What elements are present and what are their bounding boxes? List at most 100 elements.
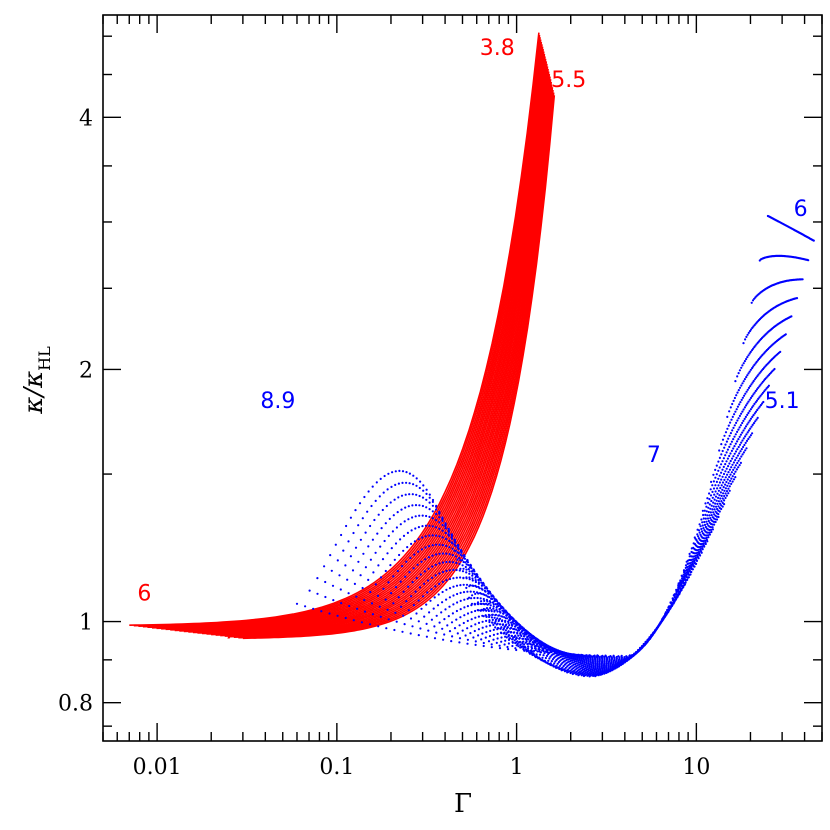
blue-dot — [474, 640, 477, 643]
blue-dot — [733, 413, 736, 416]
blue-dot — [652, 631, 655, 634]
blue-dot — [549, 655, 552, 658]
blue-dot — [450, 640, 453, 643]
blue-dot — [485, 594, 488, 597]
blue-dot — [512, 631, 515, 634]
blue-dot — [720, 443, 723, 446]
blue-dot — [730, 466, 733, 469]
blue-dot — [443, 618, 446, 621]
blue-dot — [458, 556, 461, 560]
blue-dot — [720, 494, 723, 497]
blue-dot — [379, 576, 383, 579]
blue-dot — [452, 585, 455, 588]
blue-dot — [374, 499, 377, 502]
blue-dot — [730, 471, 734, 474]
blue-dot — [751, 299, 755, 302]
blue-dot — [471, 577, 474, 580]
blue-dot — [485, 625, 488, 628]
blue-dot — [507, 648, 510, 651]
curve-annotation: 7–8 — [223, 619, 262, 644]
blue-dot — [438, 543, 441, 546]
blue-dot — [458, 641, 461, 644]
blue-dot — [741, 439, 744, 442]
blue-dot — [504, 639, 507, 642]
blue-dot — [706, 531, 710, 534]
blue-dot — [425, 488, 428, 491]
blue-dot — [541, 649, 544, 652]
blue-dot — [508, 637, 511, 640]
blue-dot — [740, 398, 743, 401]
blue-dot — [340, 602, 343, 605]
blue-dot — [711, 484, 714, 487]
blue-dot — [362, 552, 365, 555]
blue-dot — [758, 372, 761, 375]
blue-dot — [441, 529, 444, 532]
blue-dot — [425, 492, 428, 495]
blue-dot — [737, 417, 740, 420]
blue-dot — [790, 315, 793, 318]
blue-dot — [522, 647, 525, 650]
blue-dot — [521, 642, 524, 645]
blue-dot — [490, 616, 493, 619]
blue-dot — [538, 653, 542, 656]
blue-dot — [618, 664, 621, 668]
blue-dot — [726, 415, 729, 418]
blue-dot — [462, 556, 465, 559]
blue-dot — [749, 350, 752, 353]
blue-dot — [418, 486, 421, 490]
blue-dot — [456, 592, 459, 596]
blue-dot — [459, 584, 462, 587]
blue-dot — [487, 602, 490, 605]
blue-dot — [744, 441, 747, 444]
blue-dot — [454, 555, 458, 558]
blue-dot — [729, 406, 732, 409]
blue-dot — [748, 436, 751, 439]
curve-annotation: 5.1 — [765, 389, 800, 414]
blue-dot — [752, 422, 756, 425]
blue-dot — [444, 522, 447, 525]
blue-dot — [738, 457, 742, 460]
blue-dot — [334, 543, 337, 546]
blue-dot — [690, 570, 693, 574]
blue-dot — [733, 424, 736, 427]
blue-dot — [445, 544, 448, 548]
blue-dot — [564, 654, 567, 658]
blue-dot — [537, 648, 540, 651]
blue-dot — [697, 550, 701, 554]
blue-dot — [469, 632, 472, 635]
blue-dot — [393, 498, 396, 501]
blue-dot — [721, 475, 724, 478]
blue-dot — [438, 572, 441, 575]
blue-dot — [420, 560, 423, 563]
blue-dot — [492, 603, 495, 606]
blue-dot — [485, 631, 488, 634]
blue-dot — [740, 384, 743, 387]
curve-annotation: 6 — [794, 197, 808, 222]
blue-dot — [495, 608, 498, 611]
blue-dot — [375, 481, 378, 484]
blue-dot — [390, 547, 393, 550]
blue-dot — [490, 595, 493, 598]
blue-dot — [415, 484, 418, 487]
blue-dot — [723, 499, 726, 502]
blue-dot — [507, 630, 510, 633]
blue-dot — [713, 493, 716, 496]
blue-dot — [526, 636, 529, 639]
blue-dot — [721, 497, 724, 500]
blue-dot — [504, 620, 507, 624]
blue-dot — [569, 671, 572, 675]
blue-dot — [473, 596, 476, 600]
blue-dot — [706, 497, 709, 500]
blue-dot — [738, 403, 741, 406]
blue-dot — [718, 456, 722, 459]
blue-dot — [331, 584, 335, 587]
blue-dot — [399, 580, 402, 583]
blue-dot — [751, 381, 754, 384]
blue-dot — [738, 414, 742, 417]
blue-dot — [474, 592, 477, 596]
blue-dot — [496, 603, 499, 606]
blue-dot — [435, 553, 438, 556]
blue-dot — [575, 662, 579, 665]
blue-dot — [724, 463, 727, 466]
blue-dot — [486, 595, 489, 598]
